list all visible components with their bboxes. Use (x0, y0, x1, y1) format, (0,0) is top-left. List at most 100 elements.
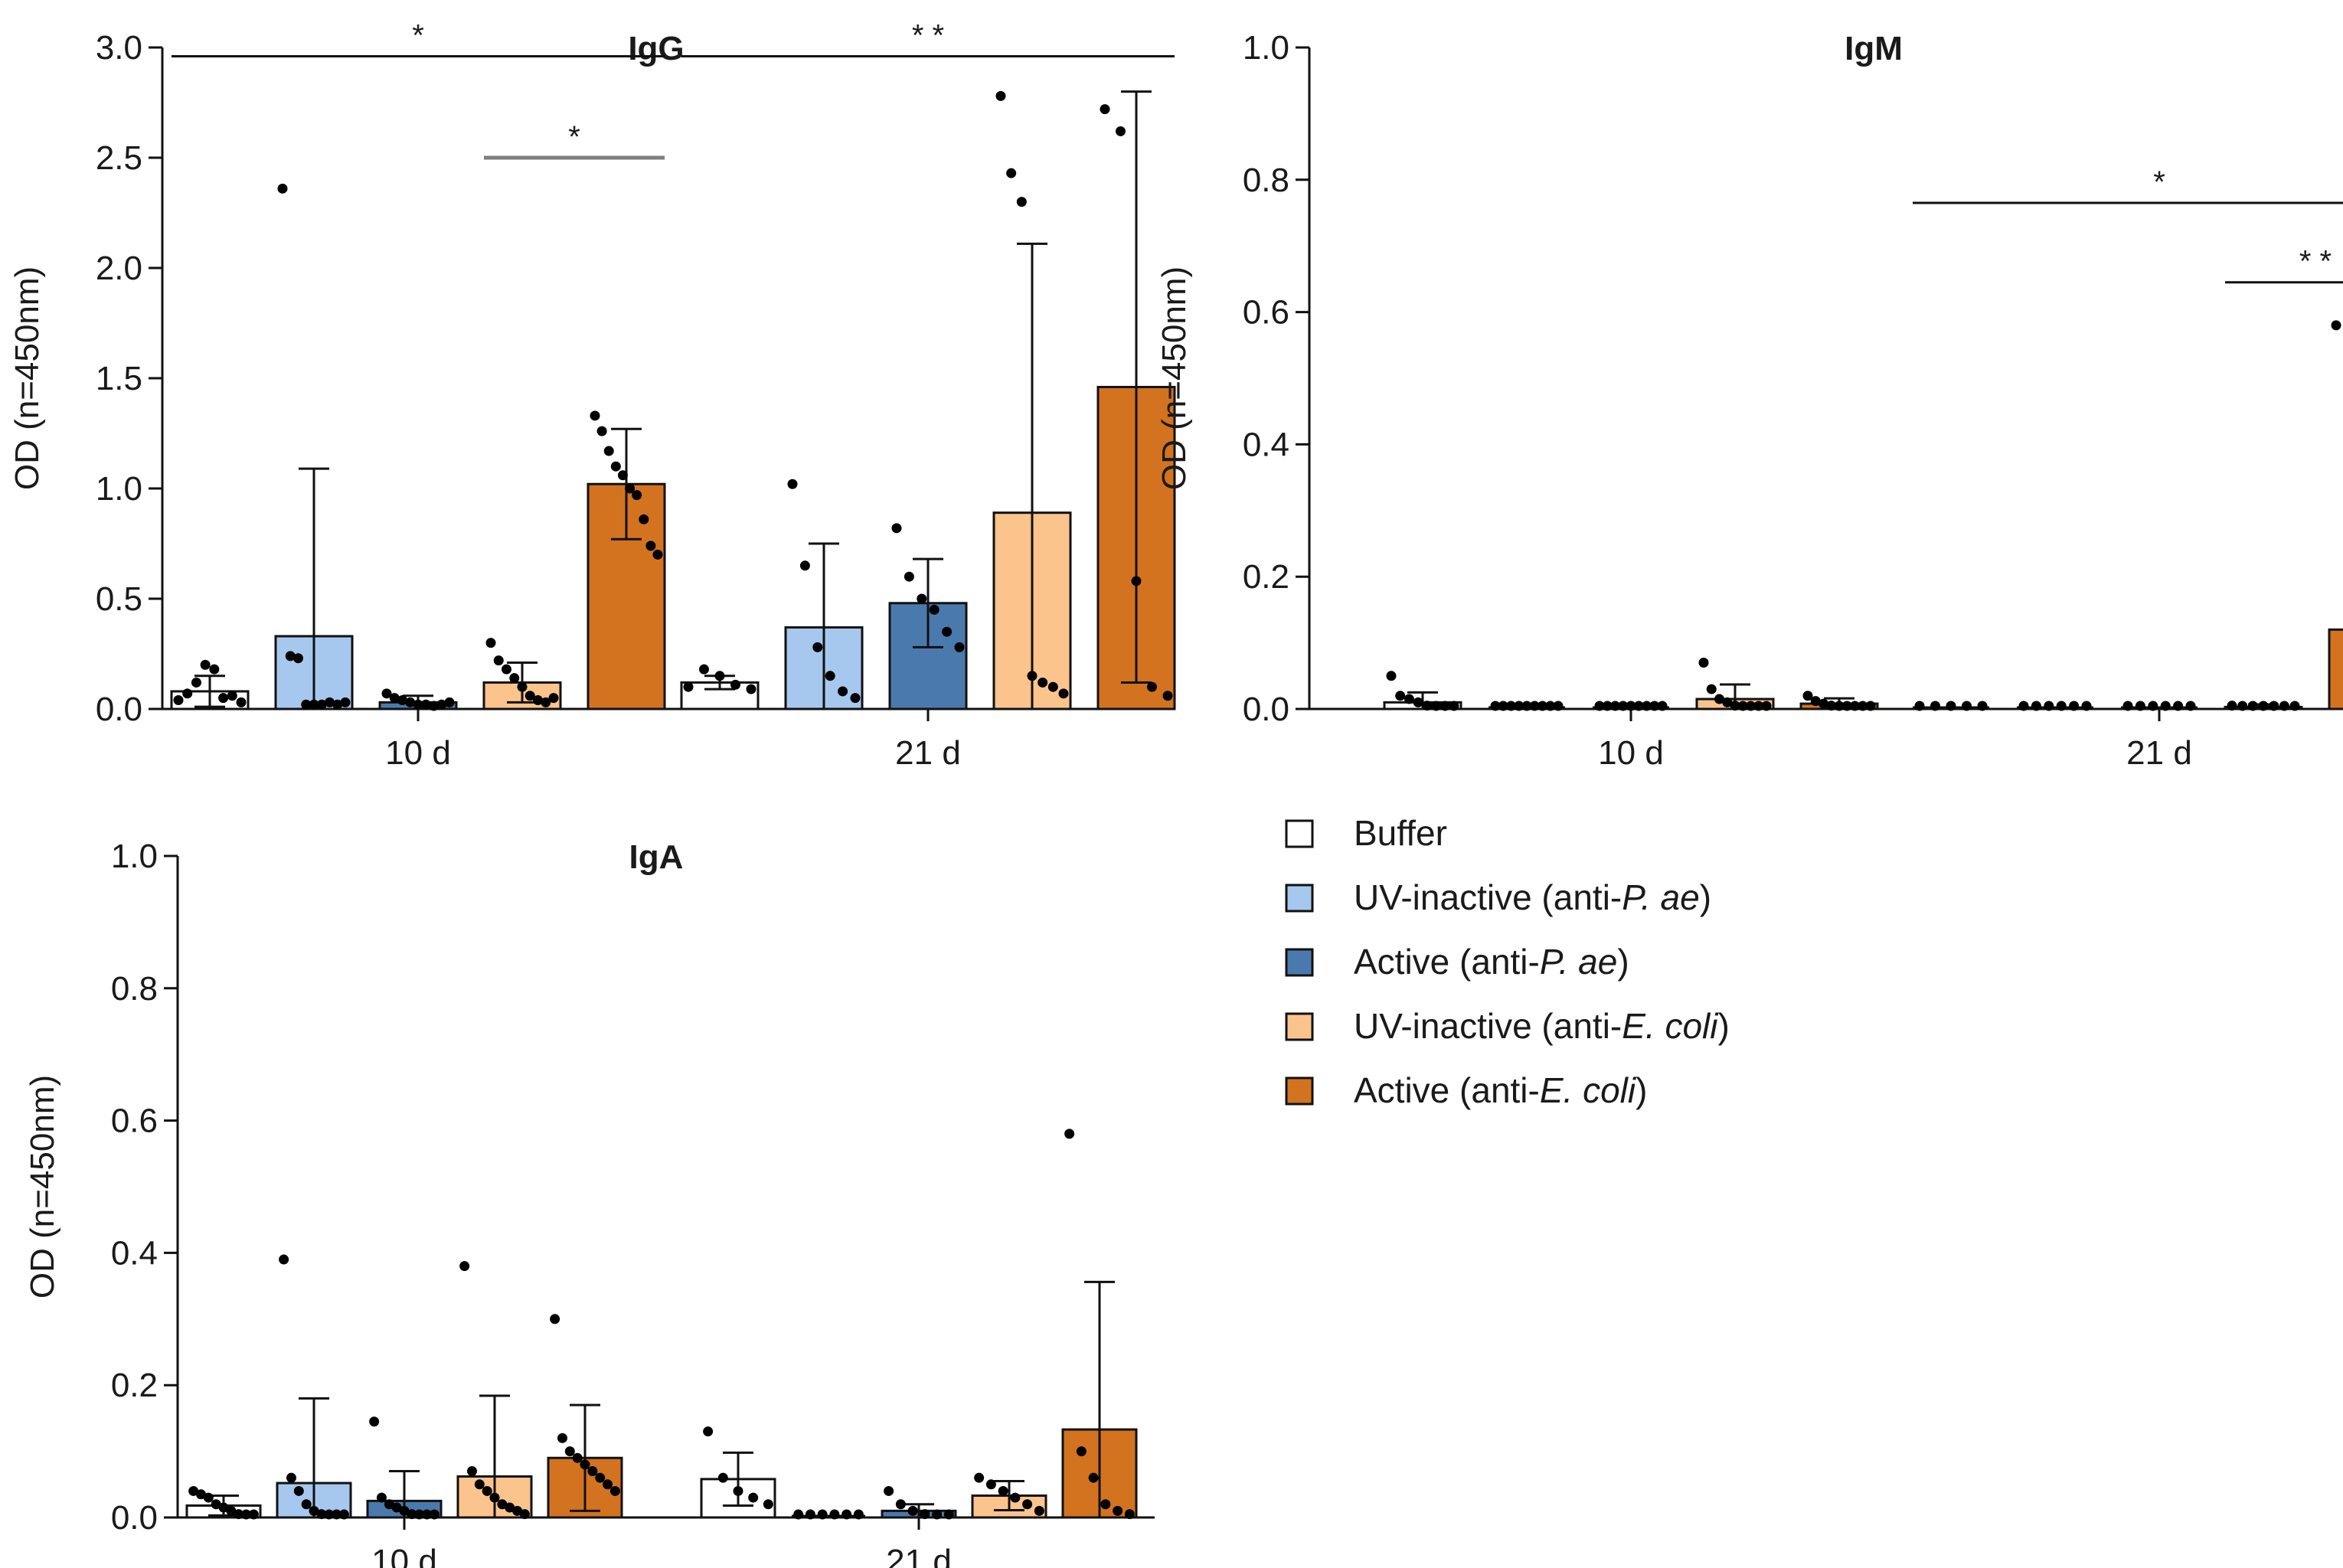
igg-data-point (714, 671, 725, 681)
igm-data-point (2160, 701, 2171, 711)
igm-data-point (2227, 701, 2237, 711)
iga-data-point (1064, 1129, 1075, 1139)
legend-label-part: E. coli (1540, 1070, 1637, 1110)
iga-data-point (226, 1505, 237, 1516)
igg-data-point (1047, 681, 1058, 692)
iga-data-point (407, 1509, 417, 1520)
iga-data-point (805, 1509, 815, 1520)
legend-label-part: ) (1700, 877, 1711, 917)
igm-data-point (1529, 701, 1540, 711)
iga-data-point (920, 1509, 930, 1520)
iga-data-point (998, 1485, 1008, 1496)
iga-data-point (1124, 1509, 1135, 1520)
igm-data-point (1722, 697, 1733, 707)
igm-data-point (1521, 701, 1532, 711)
iga-data-point (384, 1499, 394, 1510)
igm-title: IgM (1845, 30, 1903, 67)
igm-data-point (1761, 701, 1772, 711)
igg-data-point (825, 671, 835, 681)
igm-data-point (1413, 697, 1423, 707)
iga-data-point (332, 1509, 342, 1520)
igm-data-point (1962, 701, 1972, 711)
iga-data-point (324, 1509, 335, 1520)
igm-data-point (1914, 701, 1925, 711)
igg-data-point (652, 549, 663, 560)
igg-data-point (699, 664, 709, 675)
igm-data-point (1553, 701, 1564, 711)
igg-data-point (277, 183, 288, 194)
igg-data-point (904, 571, 914, 582)
igg-data-point (389, 693, 400, 704)
igg-x-tick-label: 10 d (385, 734, 451, 772)
igm-data-point (2056, 701, 2067, 711)
iga-data-point (985, 1479, 996, 1490)
iga-data-point (482, 1485, 492, 1496)
iga-data-point (466, 1466, 477, 1477)
igm-data-point (1753, 701, 1764, 711)
igg-data-point (838, 686, 848, 697)
iga-data-point (286, 1472, 296, 1483)
iga-data-point (519, 1509, 530, 1520)
igm-data-point (1706, 684, 1717, 694)
iga-chart-panel: 0.0 0.2 0.4 0.6 0.8 1.0 OD (n=450nm) IgA 10 d 21 … (24, 838, 1155, 1568)
iga-data-point (211, 1499, 221, 1510)
igg-y-tick-label: 1.0 (96, 470, 142, 508)
igm-y-axis-title: OD (n=450nm) (1155, 266, 1193, 490)
legend-swatch-actecoli (1285, 1076, 1314, 1106)
iga-data-point (841, 1509, 852, 1520)
iga-data-point (550, 1314, 560, 1325)
iga-data-point (1100, 1499, 1111, 1510)
igg-data-point (1006, 168, 1017, 178)
igg-data-point (1131, 576, 1142, 586)
legend-label-actecoli: Active (anti-E. coli) (1354, 1070, 1647, 1110)
igg-y-tick-label: 1.5 (96, 360, 142, 397)
igm-y-tick-label: 0.8 (1243, 162, 1289, 199)
iga-data-point (422, 1509, 433, 1520)
igg-y-tick-label: 2.5 (96, 139, 142, 177)
legend-label-part: ) (1718, 1006, 1730, 1046)
igm-data-point (1826, 701, 1837, 711)
iga-data-point (817, 1509, 828, 1520)
iga-data-point (234, 1509, 244, 1520)
legend-swatch-buffer (1285, 819, 1314, 848)
iga-data-point (376, 1492, 387, 1503)
igm-data-point (1850, 701, 1860, 711)
igm-data-point (1439, 701, 1450, 711)
igm-data-point (1386, 671, 1397, 681)
legend-label-part: ) (1617, 942, 1629, 982)
igm-data-point (1946, 701, 1956, 711)
igg-data-point (995, 90, 1006, 101)
igg-data-point (444, 697, 455, 707)
iga-data-point (309, 1505, 319, 1516)
legend-label-part: P. ae (1622, 877, 1699, 917)
igg-data-point (485, 638, 496, 648)
iga-y-tick-label: 1.0 (111, 838, 158, 875)
igm-data-point (1618, 701, 1629, 711)
iga-data-point (853, 1509, 864, 1520)
igg-data-point (413, 699, 423, 710)
legend-label-part: Active (anti- (1354, 1070, 1540, 1110)
igm-data-point (2237, 701, 2248, 711)
iga-data-point (391, 1502, 402, 1513)
igg-data-point (850, 693, 861, 704)
igg-data-point (603, 446, 614, 456)
iga-data-point (489, 1492, 500, 1503)
iga-data-point (748, 1492, 759, 1503)
igg-data-point (596, 426, 607, 436)
igm-x-tick-label: 10 d (1598, 734, 1664, 772)
igm-data-point (2173, 701, 2184, 711)
legend-label-uvpae: UV-inactive (anti-P. ae) (1354, 877, 1711, 917)
igm-y-tick-label: 0.0 (1243, 691, 1289, 728)
igm-data-point (1431, 701, 1442, 711)
igg-data-point (541, 697, 551, 707)
igm-data-point (1642, 701, 1652, 711)
igg-data-point (1016, 197, 1027, 207)
igg-data-point (420, 699, 431, 710)
igm-data-point (1537, 701, 1547, 711)
igm-data-point (1865, 701, 1876, 711)
igm-data-point (1449, 701, 1459, 711)
igm-data-point (2279, 701, 2289, 711)
igm-data-point (2148, 701, 2158, 711)
igg-data-point (285, 651, 296, 662)
iga-data-point (1113, 1505, 1123, 1516)
